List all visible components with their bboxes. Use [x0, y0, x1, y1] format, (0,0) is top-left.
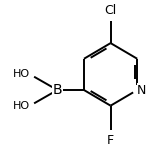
Text: F: F — [107, 134, 114, 147]
Text: Cl: Cl — [104, 4, 117, 16]
Text: HO: HO — [13, 69, 30, 79]
Text: N: N — [137, 83, 146, 97]
Text: HO: HO — [13, 101, 30, 111]
Text: B: B — [53, 83, 62, 97]
